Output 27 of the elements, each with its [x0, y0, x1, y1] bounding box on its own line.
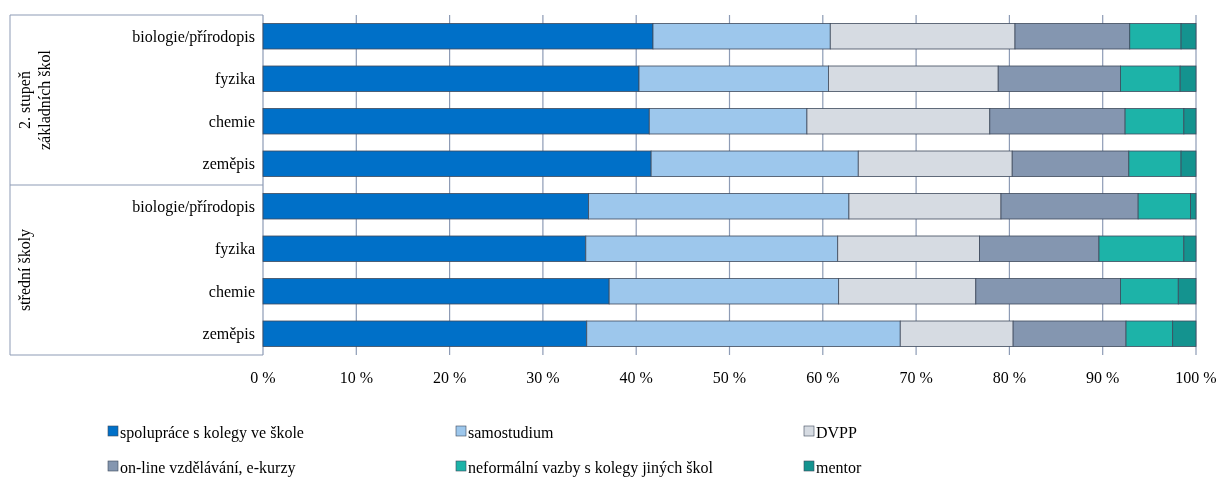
- x-tick-label: 70 %: [899, 369, 933, 386]
- y-tick-label: biologie/přírodopis: [132, 27, 255, 46]
- legend-label: spolupráce s kolegy ve škole: [120, 423, 304, 442]
- legend-label: DVPP: [816, 423, 858, 441]
- text: 2. stupeň základních škol: [16, 49, 53, 150]
- x-tick-label: 90 %: [1086, 369, 1120, 386]
- x-tick-label: 60 %: [806, 369, 840, 386]
- y-tick-label: fyzika: [215, 240, 255, 259]
- text: střední školy: [16, 228, 34, 312]
- legend-label: neformální vazby s kolegy jiných škol: [468, 458, 714, 477]
- legend-label: samostudium: [468, 423, 554, 441]
- legend-label: on-line vzdělávání, e-kurzy: [120, 458, 296, 477]
- x-tick-label: 20 %: [432, 369, 467, 386]
- y-tick-label: fyzika: [215, 70, 255, 89]
- x-tick-label: 40 %: [619, 369, 653, 386]
- y-tick-label: zeměpis: [202, 325, 255, 344]
- y-tick-label: biologie/přírodopis: [132, 197, 255, 216]
- x-tick-label: 30 %: [526, 369, 560, 386]
- legend-label: mentor: [816, 458, 862, 476]
- x-tick-label: 10 %: [339, 369, 373, 386]
- x-tick-label: 0 %: [250, 369, 276, 386]
- y-tick-label: zeměpis: [202, 155, 255, 174]
- y-tick-label: chemie: [208, 112, 255, 130]
- y-tick-label: chemie: [208, 282, 255, 300]
- x-tick-label: 80 %: [992, 369, 1027, 386]
- x-tick-label: 100 %: [1175, 369, 1217, 386]
- x-tick-label: 50 %: [712, 369, 747, 386]
